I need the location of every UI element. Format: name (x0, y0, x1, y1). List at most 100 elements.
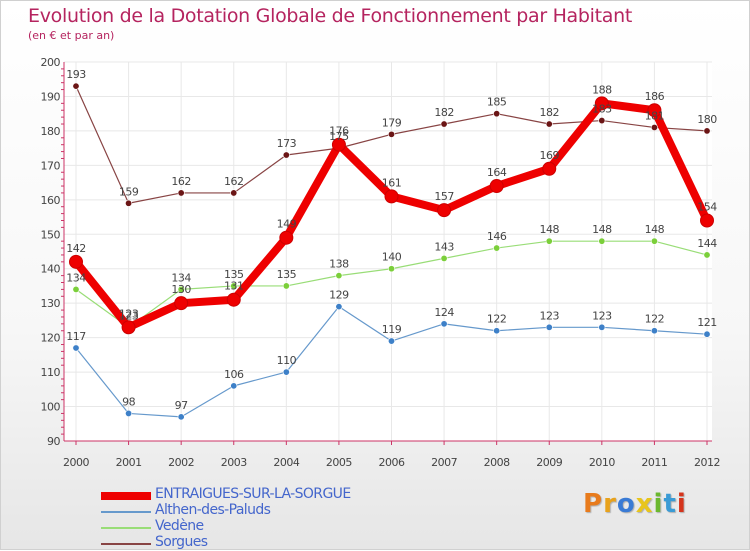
y-tick-label: 130 (41, 297, 61, 310)
y-tick-label: 120 (41, 332, 61, 345)
data-point-vedene (440, 254, 448, 262)
data-label: 157 (434, 190, 454, 203)
data-point-sorgues (493, 110, 501, 118)
data-point-vedene (598, 237, 606, 245)
y-tick-label: 110 (41, 366, 61, 379)
data-label: 135 (277, 268, 297, 281)
logo-letter: o (616, 489, 636, 519)
data-point-vedene (335, 272, 343, 280)
data-label: 179 (382, 116, 402, 129)
data-label: 183 (592, 103, 612, 116)
data-label: 143 (434, 240, 454, 253)
x-tick-label: 2006 (379, 456, 405, 469)
data-point-sorgues (282, 151, 290, 159)
x-tick-label: 2005 (326, 456, 352, 469)
data-label: 138 (329, 258, 349, 271)
legend-item: Althen-des-Paluds (101, 502, 421, 519)
x-tick-label: 2002 (168, 456, 194, 469)
data-label: 176 (329, 125, 349, 138)
data-point-vedene (493, 244, 501, 252)
legend-label: Vedène (155, 518, 204, 534)
data-point-vedene (545, 237, 553, 245)
data-point-vedene (230, 282, 238, 290)
data-point-entraigues-sur-la-sorgue (437, 203, 452, 218)
data-label: 110 (277, 354, 297, 367)
data-label: 180 (697, 113, 717, 126)
data-label: 123 (540, 309, 560, 322)
logo-letter: i (653, 489, 664, 519)
y-tick-label: 180 (41, 125, 61, 138)
data-point-vedene (72, 285, 80, 293)
data-point-sorgues (230, 189, 238, 197)
y-tick-label: 150 (41, 228, 61, 241)
y-tick-label: 200 (41, 56, 61, 69)
data-label: 169 (540, 149, 560, 162)
plot-area (64, 62, 712, 441)
data-point-entraigues-sur-la-sorgue (174, 296, 189, 311)
legend-swatch (101, 527, 151, 529)
data-point-entraigues-sur-la-sorgue (69, 254, 83, 269)
proxiti-logo: Proxiti (583, 489, 687, 519)
data-point-althen-des-paluds (125, 409, 133, 417)
data-label: 98 (122, 395, 135, 408)
data-point-entraigues-sur-la-sorgue (647, 103, 662, 118)
data-point-sorgues (387, 130, 395, 138)
data-label: 164 (487, 166, 507, 179)
data-point-althen-des-paluds (387, 337, 395, 345)
data-label: 154 (697, 200, 717, 213)
data-label: 149 (277, 218, 297, 231)
data-label: 121 (697, 316, 717, 329)
data-label: 162 (171, 175, 191, 188)
data-label: 159 (119, 185, 139, 198)
data-point-sorgues (703, 127, 711, 135)
data-point-sorgues (545, 120, 553, 128)
data-point-althen-des-paluds (598, 323, 606, 331)
data-point-vedene (282, 282, 290, 290)
x-tick-label: 2010 (589, 456, 615, 469)
data-point-sorgues (72, 82, 80, 90)
data-label: 161 (382, 176, 402, 189)
data-label: 123 (119, 307, 139, 320)
x-tick-label: 2003 (221, 456, 247, 469)
data-label: 186 (645, 90, 665, 103)
data-point-entraigues-sur-la-sorgue (700, 213, 714, 228)
y-tick-label: 140 (41, 263, 61, 276)
data-label: 182 (540, 106, 560, 119)
data-point-sorgues (598, 117, 606, 125)
data-label: 140 (382, 251, 402, 264)
data-point-althen-des-paluds (440, 320, 448, 328)
x-tick-label: 2011 (641, 456, 667, 469)
data-point-althen-des-paluds (72, 344, 80, 352)
legend-item: Sorgues (101, 534, 421, 551)
x-tick-label: 2009 (536, 456, 562, 469)
y-tick-label: 90 (47, 435, 60, 448)
data-label: 135 (224, 268, 244, 281)
data-label: 134 (66, 271, 86, 284)
data-point-entraigues-sur-la-sorgue (542, 161, 557, 176)
data-point-althen-des-paluds (650, 327, 658, 335)
legend-label: Sorgues (155, 534, 208, 550)
x-tick-label: 2000 (63, 456, 89, 469)
legend-label: Althen-des-Paluds (155, 502, 271, 518)
data-label: 122 (487, 313, 507, 326)
y-tick-label: 170 (41, 159, 61, 172)
data-label: 106 (224, 368, 244, 381)
data-label: 131 (224, 280, 244, 293)
data-label: 142 (66, 242, 86, 255)
legend-swatch (101, 511, 151, 513)
data-label: 162 (224, 175, 244, 188)
legend-swatch (101, 492, 151, 500)
data-point-entraigues-sur-la-sorgue (121, 320, 136, 335)
logo-letter: t (663, 489, 677, 519)
data-label: 188 (592, 83, 612, 96)
data-point-althen-des-paluds (493, 327, 501, 335)
x-tick-label: 2004 (273, 456, 299, 469)
data-label: 185 (487, 96, 507, 109)
data-point-vedene (177, 285, 185, 293)
x-tick-label: 2001 (116, 456, 142, 469)
data-label: 124 (434, 306, 454, 319)
data-point-althen-des-paluds (703, 330, 711, 338)
data-label: 173 (277, 137, 297, 150)
logo-letter: i (676, 489, 687, 519)
